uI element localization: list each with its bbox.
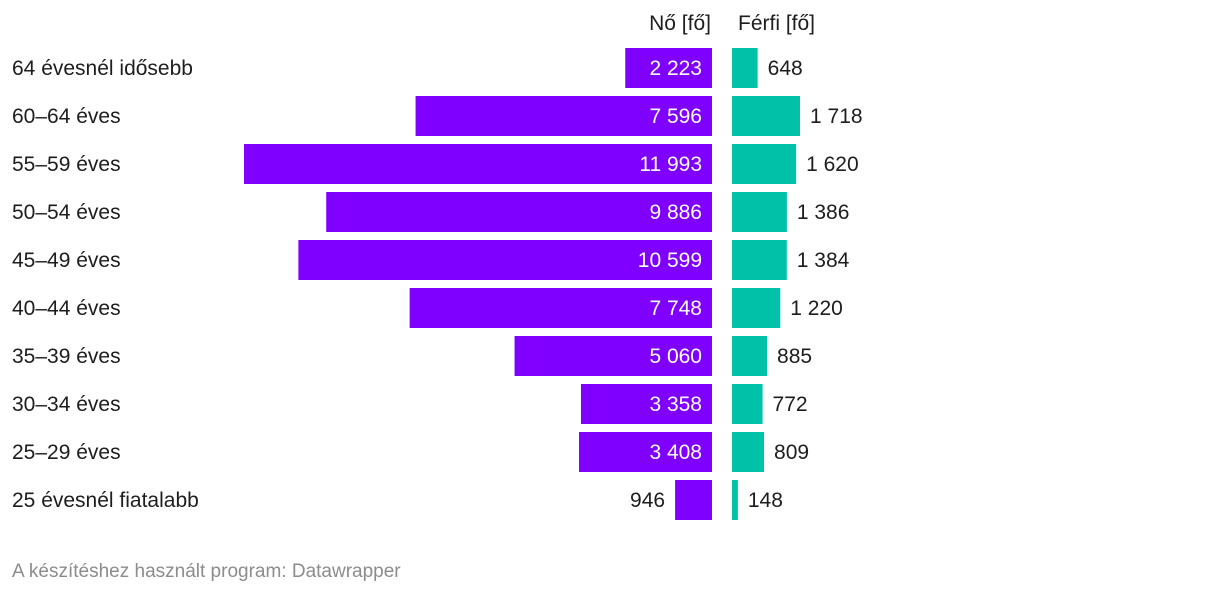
bar-male <box>732 240 787 280</box>
value-label-male: 1 384 <box>797 249 850 272</box>
bar-female <box>298 240 712 280</box>
bar-female <box>625 48 712 88</box>
header-male: Férfi [fő] <box>738 12 815 35</box>
category-label: 25–29 éves <box>12 441 121 464</box>
bar-male <box>732 480 738 520</box>
bar-female <box>244 144 712 184</box>
category-label: 30–34 éves <box>12 393 121 416</box>
value-label-male: 772 <box>773 393 808 416</box>
bar-female <box>409 288 712 328</box>
value-label-male: 148 <box>748 489 783 512</box>
bar-female <box>579 432 712 472</box>
bar-female <box>675 480 712 520</box>
value-label-male: 1 620 <box>806 153 859 176</box>
bar-female <box>415 96 712 136</box>
value-label-female: 3 358 <box>649 393 702 416</box>
bar-female <box>580 384 712 424</box>
category-label: 35–39 éves <box>12 345 121 368</box>
bar-male <box>732 432 765 472</box>
value-label-male: 809 <box>774 441 809 464</box>
value-label-female: 946 <box>630 489 665 512</box>
category-label: 60–64 éves <box>12 105 121 128</box>
value-label-female: 10 599 <box>638 249 702 272</box>
category-label: 55–59 éves <box>12 153 121 176</box>
bar-male <box>732 96 800 136</box>
value-label-female: 11 993 <box>639 153 702 176</box>
category-label: 25 évesnél fiatalabb <box>12 489 199 512</box>
bar-female <box>326 192 712 232</box>
value-label-female: 3 408 <box>649 441 702 464</box>
category-label: 40–44 éves <box>12 297 121 320</box>
bar-female <box>514 336 712 376</box>
value-label-male: 1 220 <box>790 297 843 320</box>
value-label-male: 885 <box>777 345 812 368</box>
bar-male <box>732 144 797 184</box>
value-label-female: 7 596 <box>649 105 702 128</box>
chart-rows: 64 évesnél idősebb 2 223 648 60–64 éves 7 59… <box>12 48 863 520</box>
value-label-female: 7 748 <box>649 297 702 320</box>
value-label-male: 1 386 <box>797 201 850 224</box>
value-label-female: 9 886 <box>649 201 702 224</box>
bar-male <box>732 192 787 232</box>
category-label: 45–49 éves <box>12 249 121 272</box>
footer-credit: A készítéshez használt program: Datawrap… <box>12 561 401 582</box>
bar-male <box>732 288 781 328</box>
bar-male <box>732 48 758 88</box>
category-label: 50–54 éves <box>12 201 121 224</box>
header-female: Nő [fő] <box>649 12 711 35</box>
bar-male <box>732 384 763 424</box>
bar-male <box>732 336 768 376</box>
value-label-male: 648 <box>768 57 803 80</box>
value-label-male: 1 718 <box>810 105 863 128</box>
category-label: 64 évesnél idősebb <box>12 57 193 80</box>
value-label-female: 2 223 <box>649 57 702 80</box>
value-label-female: 5 060 <box>649 345 702 368</box>
